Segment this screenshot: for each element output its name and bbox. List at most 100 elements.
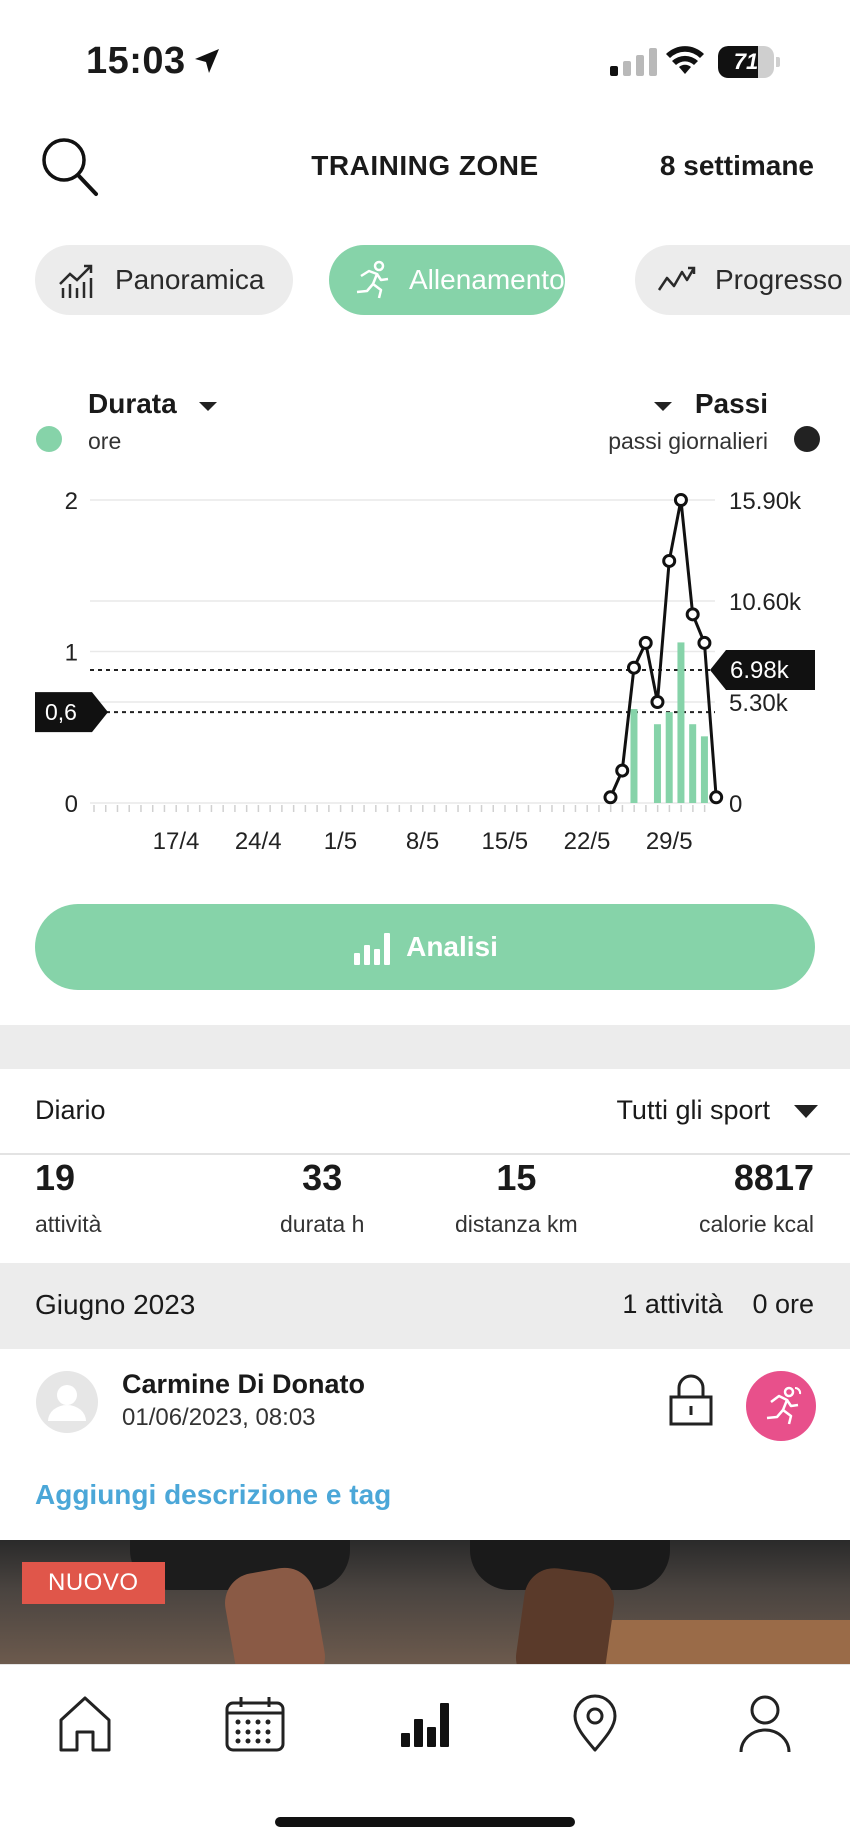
- diary-header: Diario Tutti gli sport: [0, 1069, 850, 1155]
- month-name: Giugno 2023: [35, 1289, 196, 1320]
- user-silhouette-icon: [48, 1385, 86, 1421]
- bar-chart-icon: [352, 929, 392, 965]
- section-divider: [0, 1025, 850, 1069]
- stat-label: distanza km: [455, 1211, 578, 1237]
- bar-durata: [665, 712, 673, 803]
- analisi-label: Analisi: [406, 931, 498, 962]
- stat-activities: 19 attività: [35, 1157, 101, 1238]
- month-summary: 1 attività 0 ore: [622, 1289, 814, 1320]
- x-tick-label: 1/5: [324, 828, 357, 850]
- point-passi: [603, 790, 618, 805]
- avatar[interactable]: [36, 1371, 98, 1433]
- y-right-tick-label: 10.60k: [729, 589, 802, 616]
- lock-icon[interactable]: [668, 1373, 714, 1427]
- x-tick-label: 29/5: [646, 828, 693, 850]
- tab-label: Panoramica: [115, 264, 265, 295]
- legend-unit-durata: ore: [88, 428, 122, 454]
- diary-label: Diario: [35, 1095, 106, 1125]
- bar-durata: [689, 724, 697, 803]
- reference-marker: [35, 692, 108, 733]
- bar-durata: [677, 642, 685, 803]
- map-pin-icon: [573, 1694, 617, 1752]
- bar-durata: [630, 709, 638, 803]
- battery-level: 71: [733, 49, 759, 74]
- nav-calendar[interactable]: [220, 1689, 290, 1759]
- stat-value: 8817: [733, 1157, 814, 1198]
- activity-item[interactable]: Carmine Di Donato 01/06/2023, 08:03 Aggi…: [0, 1349, 850, 1539]
- x-tick-label: 17/4: [153, 828, 200, 850]
- caret-down-icon: [654, 402, 673, 411]
- progress-line-icon: [657, 260, 697, 300]
- status-bar: 15:03 71: [0, 0, 850, 120]
- reference-marker: [710, 649, 815, 690]
- add-description-link[interactable]: Aggiungi descrizione e tag: [35, 1479, 392, 1510]
- point-passi: [638, 635, 653, 650]
- tab-allenamento[interactable]: Allenamento: [329, 245, 565, 315]
- month-activities: 1 attività: [622, 1289, 723, 1319]
- runner-icon: [351, 260, 391, 300]
- x-tick-label: 22/5: [564, 828, 611, 850]
- home-indicator: [275, 1817, 575, 1827]
- x-tick-label: 15/5: [481, 828, 528, 850]
- stat-calories: 8817 calorie kcal: [699, 1157, 814, 1238]
- stat-distance: 15 distanza km: [455, 1157, 578, 1238]
- y-right-tick-label: 5.30k: [729, 690, 789, 717]
- point-passi: [662, 553, 677, 568]
- nav-map[interactable]: [560, 1689, 630, 1759]
- month-hours: 0 ore: [752, 1289, 814, 1319]
- header: TRAINING ZONE 8 settimane: [0, 120, 850, 220]
- point-passi: [650, 695, 665, 709]
- sport-type-badge[interactable]: [746, 1371, 816, 1441]
- sport-filter-value: Tutti gli sport: [616, 1095, 770, 1125]
- wifi-icon: [666, 46, 704, 74]
- tab-progresso[interactable]: Progresso: [635, 245, 850, 315]
- legend-title-passi: Passi: [694, 388, 768, 419]
- point-passi: [626, 660, 641, 675]
- point-passi: [685, 607, 700, 622]
- x-tick-label: 24/4: [235, 828, 282, 850]
- promo-banner[interactable]: NUOVO: [0, 1540, 850, 1664]
- nav-training-zone[interactable]: [390, 1689, 460, 1759]
- bar-durata: [653, 724, 661, 803]
- stat-duration: 33 durata h: [280, 1157, 364, 1238]
- reference-label: 0,6: [45, 699, 77, 725]
- search-icon[interactable]: [36, 130, 106, 202]
- line-passi: [609, 498, 718, 798]
- month-header: Giugno 2023 1 attività 0 ore: [0, 1263, 850, 1349]
- diary-stats: 19 attività 33 durata h 15 distanza km 8…: [0, 1157, 850, 1261]
- activity-user: Carmine Di Donato: [122, 1369, 366, 1399]
- nav-profile[interactable]: [730, 1689, 800, 1759]
- home-icon: [59, 1696, 111, 1752]
- stat-label: calorie kcal: [698, 1211, 814, 1237]
- sport-filter-dropdown[interactable]: Tutti gli sport: [616, 1095, 820, 1126]
- status-time: 15:03: [86, 40, 186, 82]
- stat-label: durata h: [280, 1211, 365, 1237]
- legend-dot-passi: [794, 426, 820, 452]
- tab-panoramica[interactable]: Panoramica: [35, 245, 293, 315]
- training-chart: Durata ore Passi passi giornalieri 2 1 0 15…: [0, 370, 850, 850]
- stat-value: 33: [302, 1157, 343, 1198]
- new-badge: NUOVO: [22, 1562, 165, 1604]
- reference-label: 6.98k: [730, 657, 790, 684]
- y-left-tick-label: 2: [65, 488, 78, 515]
- battery-indicator: 71: [718, 46, 780, 78]
- cell-signal-icon: [610, 48, 657, 76]
- period-selector[interactable]: 8 settimane: [659, 150, 814, 181]
- location-arrow-icon: [195, 49, 219, 73]
- analisi-button[interactable]: Analisi: [35, 904, 815, 990]
- bottom-nav: [0, 1664, 850, 1843]
- y-left-tick-label: 1: [65, 640, 78, 667]
- tab-bar: Panoramica Allenamento Progresso: [35, 245, 850, 315]
- y-right-tick-label: 15.90k: [729, 488, 802, 515]
- stat-value: 19: [35, 1157, 76, 1198]
- legend-unit-passi: passi giornalieri: [608, 428, 768, 454]
- nav-home[interactable]: [50, 1689, 120, 1759]
- caret-down-icon: [199, 402, 218, 411]
- legend-title-durata: Durata: [88, 388, 177, 419]
- caret-down-icon: [794, 1104, 818, 1118]
- chart-canvas: 2 1 0 15.90k 10.60k 5.30k 0 17/4 24/4 1/5 8/5 15/5 2…: [35, 488, 815, 850]
- point-passi: [697, 635, 712, 650]
- tab-label: Allenamento: [409, 264, 565, 295]
- bar-durata: [700, 736, 708, 803]
- calendar-icon: [225, 1697, 285, 1752]
